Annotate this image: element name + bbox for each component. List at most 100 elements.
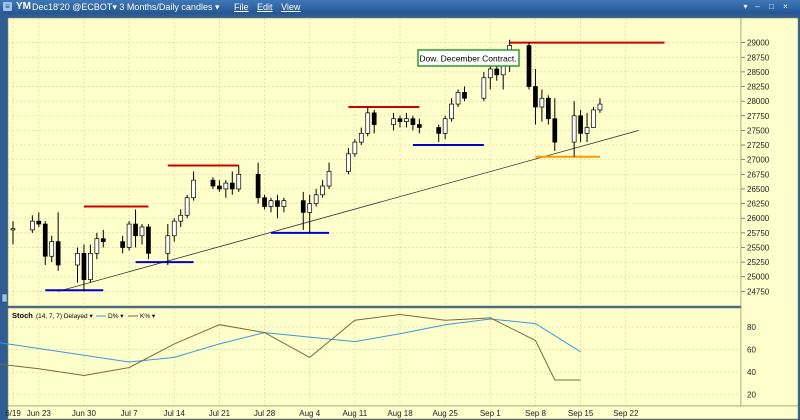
price-tick-label: 26000 [747, 214, 770, 223]
candle-body [526, 45, 532, 87]
scroll-handle [1, 293, 8, 303]
candle-body [236, 173, 242, 190]
price-tick-label: 26500 [747, 185, 770, 194]
candle-body [178, 214, 184, 222]
candle-body [42, 223, 48, 257]
candle-body [191, 179, 196, 199]
y-axis-panel [740, 17, 799, 407]
candle-body [552, 118, 558, 143]
candle-body [442, 118, 448, 134]
price-tick-label: 26750 [747, 170, 770, 179]
candle-body [391, 118, 396, 125]
x-tick-label: Jul 21 [209, 409, 231, 418]
price-tick-label: 27250 [747, 141, 770, 150]
candle-body [171, 220, 177, 237]
x-tick-label: Sep 22 [613, 409, 639, 418]
candle-body [94, 238, 100, 254]
price-tick-label: 24750 [747, 287, 770, 296]
app-icon[interactable]: ≡ [3, 2, 12, 11]
candle-body [365, 112, 371, 134]
menu-bar: File Edit View [234, 2, 306, 12]
price-tick-label: 29000 [747, 39, 770, 48]
price-tick-label: 27750 [747, 112, 770, 121]
x-tick-label: Aug 25 [432, 409, 458, 418]
candle-body [545, 97, 551, 120]
candle-body [487, 68, 493, 79]
title-bar: ≡ YM Dec18'20 @ECBOT▾ 3 Months/Daily can… [0, 0, 800, 14]
stoch-tick-label: 60 [747, 346, 756, 355]
x-tick-label: Jul 7 [121, 409, 138, 418]
price-tick-label: 25500 [747, 243, 770, 252]
minimize-icon[interactable]: – [755, 2, 760, 11]
candle-body [307, 203, 313, 213]
x-tick-label: 6/19 [5, 409, 21, 418]
candle-body [229, 182, 235, 190]
price-tick-label: 28500 [747, 68, 770, 77]
candle-body [571, 115, 577, 143]
candle-body [210, 179, 216, 187]
stoch-line-d [0, 318, 581, 363]
candle-body [133, 223, 138, 237]
annotation-box [417, 49, 520, 67]
candle-body [591, 109, 596, 128]
candle-body [410, 118, 416, 125]
candle-body [371, 112, 377, 125]
candle-body [55, 241, 61, 266]
price-tick-label: 25750 [747, 229, 770, 238]
candle-body [139, 226, 145, 237]
legend-label-d: D% ▾ [108, 313, 124, 320]
price-tick-label: 28250 [747, 83, 770, 92]
close-icon[interactable]: × [783, 2, 788, 11]
maximize-icon[interactable]: □ [769, 2, 774, 11]
symbol-label[interactable]: YM [16, 1, 31, 12]
menu-edit[interactable]: Edit [257, 2, 273, 12]
candle-body [417, 124, 422, 128]
candle-body [165, 235, 171, 254]
menu-view[interactable]: View [281, 2, 301, 12]
price-tick-label: 25000 [747, 273, 770, 282]
price-tick-label: 28750 [747, 53, 770, 62]
candle-body [481, 77, 487, 99]
price-tick-label: 26250 [747, 200, 770, 209]
stoch-params: (14, 7, 7) Delayed ▾ [36, 313, 93, 320]
chart-area[interactable]: 6/19 Jun 23 Jun 30 Jul 7 Jul 14 Jul 21 Jul 28 A… [0, 14, 800, 420]
stoch-label: Stoch [12, 311, 33, 320]
candle-body [352, 141, 358, 155]
x-axis-panel [7, 405, 799, 420]
candle-body [539, 97, 545, 108]
candle-body [268, 200, 274, 207]
candle-body [75, 252, 80, 266]
price-tick-label: 27500 [747, 126, 770, 135]
dropdown-icon[interactable]: ▾ [743, 2, 748, 11]
candle-body [597, 103, 603, 111]
candle-body [120, 241, 126, 248]
x-tick-label: Jul 28 [254, 409, 276, 418]
x-tick-label: Sep 15 [568, 409, 594, 418]
stoch-tick-label: 20 [747, 391, 756, 400]
candle-body [326, 171, 332, 187]
candle-body [346, 153, 351, 172]
candle-body [462, 92, 467, 99]
candle-body [262, 197, 267, 207]
candle-body [358, 132, 364, 143]
candle-body [81, 252, 87, 281]
chart-description[interactable]: Dec18'20 @ECBOT▾ 3 Months/Daily candles … [32, 2, 220, 12]
stoch-line-k [0, 313, 581, 381]
candle-body [449, 103, 454, 120]
x-tick-label: Aug 11 [342, 409, 367, 418]
menu-file[interactable]: File [234, 2, 249, 12]
legend-label-k: K% ▾ [140, 313, 156, 320]
candle-body [100, 238, 106, 242]
candle-body [584, 127, 590, 134]
x-tick-label: Aug 4 [299, 409, 320, 418]
x-tick-label: Jun 30 [72, 409, 97, 418]
candle-body [455, 92, 461, 105]
candle-body [36, 220, 42, 225]
candle-body [184, 197, 190, 216]
candle-body [281, 200, 287, 207]
stoch-tick-label: 80 [747, 323, 756, 332]
x-tick-label: Sep 1 [480, 409, 501, 418]
candle-body [217, 185, 222, 190]
candle-body [146, 226, 151, 254]
stoch-tick-label: 40 [747, 368, 756, 377]
